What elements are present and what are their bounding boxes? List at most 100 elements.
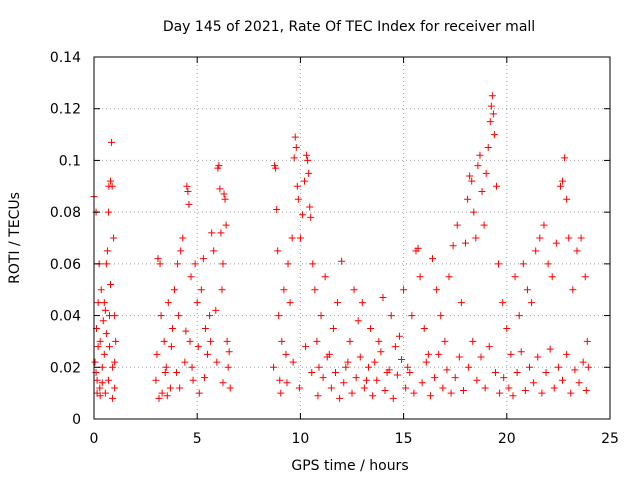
data-point [485,343,493,351]
data-point [457,299,465,307]
data-point [315,363,323,371]
data-point [208,229,216,237]
data-point [199,255,207,263]
data-point [272,164,280,172]
data-point [290,154,298,162]
data-point [293,182,301,190]
data-point [284,260,292,268]
data-point [163,392,171,400]
data-point [360,384,368,392]
data-point [488,92,496,100]
data-point [393,371,401,379]
data-point [402,384,410,392]
data-point [105,343,113,351]
data-point [216,185,224,193]
data-point [276,376,284,384]
data-point [107,177,115,185]
data-point [433,286,441,294]
data-point [563,195,571,203]
data-point [569,286,577,294]
data-point [342,363,350,371]
data-point [219,260,227,268]
data-point [98,379,106,387]
data-point [94,343,102,351]
data-point [275,312,283,320]
data-point [220,190,228,198]
data-point [395,332,403,340]
data-point [112,337,120,345]
data-point [160,337,168,345]
data-point [186,337,194,345]
data-point [534,353,542,361]
data-point [189,376,197,384]
data-point [100,350,108,358]
data-point [532,247,540,255]
data-point [406,368,414,376]
data-point [435,350,443,358]
data-point [465,363,473,371]
data-point [495,260,503,268]
data-point [323,353,331,361]
data-point [207,337,215,345]
data-point [104,376,112,384]
axis-ticks: 0 5 10 15 20 25 0 0.02 0.04 0.06 0.08 0.1 0.12 0.14 [50,50,619,447]
data-point [489,110,497,118]
data-point [170,286,178,294]
data-point [507,350,515,358]
data-point [476,151,484,159]
data-point [175,312,183,320]
data-point [283,379,291,387]
data-point [104,208,112,216]
data-point [428,255,436,263]
data-point [375,337,383,345]
data-point [164,299,172,307]
data-point [561,154,569,162]
data-point [480,221,488,229]
data-point [155,394,163,402]
data-point [528,299,536,307]
data-point [303,151,311,159]
data-point [346,337,354,345]
data-point [404,363,412,371]
data-point [505,384,513,392]
data-point [270,363,278,371]
x-tick-label: 10 [291,431,309,447]
data-points [90,92,592,402]
data-point [296,234,304,242]
data-point [168,325,176,332]
data-point [441,337,449,345]
data-point [540,221,548,229]
data-point [181,358,189,366]
data-point [221,195,229,203]
data-point [273,206,281,214]
data-point [544,260,552,268]
data-point [184,187,192,195]
data-point [538,389,546,397]
data-point [420,325,428,332]
data-point [226,384,234,392]
data-point [443,366,451,374]
data-point [111,358,119,366]
data-point [464,195,472,203]
data-point [519,260,527,268]
y-tick-label: 0.14 [50,50,81,66]
data-point [469,337,477,345]
data-point [422,358,430,366]
data-point [329,325,337,332]
data-point [305,169,313,177]
data-point [431,374,439,382]
data-point [274,247,282,255]
x-tick-label: 20 [498,431,516,447]
y-axis-label: ROTI / TECUs [7,192,23,284]
data-point [517,348,525,356]
data-point [111,384,119,392]
data-point [473,376,481,384]
data-point [182,327,190,335]
data-point [398,356,406,364]
data-point [583,337,591,345]
data-point [157,312,165,320]
chart-title: Day 145 of 2021, Rate Of TEC Index for r… [163,19,535,35]
data-point [487,102,495,110]
data-point [194,343,202,351]
